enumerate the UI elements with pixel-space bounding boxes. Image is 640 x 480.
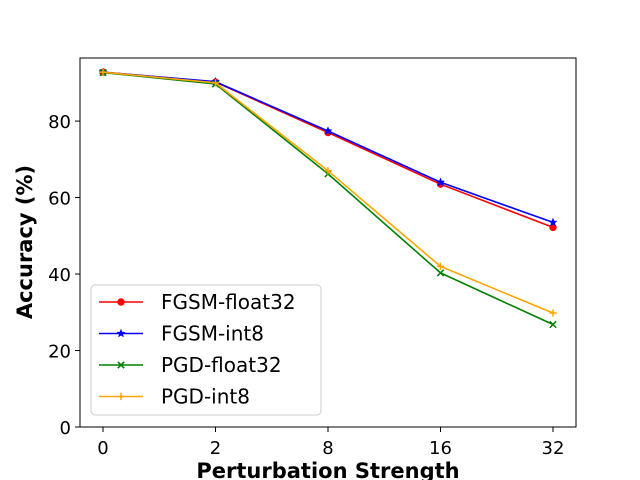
axes-layer: 0 2 8 16 32 0 20 40 60 80 xyxy=(48,112,564,459)
data-point-fgsm-int8 xyxy=(548,217,558,227)
series-pgd-int8 xyxy=(99,68,557,317)
y-tick-label: 40 xyxy=(48,265,71,286)
data-point-pgd-int8 xyxy=(99,68,107,76)
x-tick-label: 32 xyxy=(542,438,565,459)
y-tick-label: 0 xyxy=(60,418,71,439)
legend-marker-fgsm-int8 xyxy=(116,328,126,338)
data-point-pgd-int8 xyxy=(211,79,220,87)
y-tick-label: 20 xyxy=(48,342,71,363)
data-point-pgd-int8 xyxy=(436,262,445,270)
y-tick-label: 80 xyxy=(48,112,71,133)
x-tick-label: 8 xyxy=(322,438,333,459)
legend-marker-pgd-int8 xyxy=(117,392,125,401)
legend-label-pgd-int8: PGD-int8 xyxy=(161,385,250,409)
legend-label-pgd-float32: PGD-float32 xyxy=(161,353,282,377)
legend-marker-fgsm-float32 xyxy=(117,298,125,306)
x-axis-title: Perturbation Strength xyxy=(196,459,459,480)
x-tick-label: 16 xyxy=(429,438,452,459)
data-point-pgd-int8 xyxy=(549,309,557,317)
data-point-pgd-int8 xyxy=(324,167,332,175)
data-point-fgsm-int8 xyxy=(435,177,446,187)
data-point-pgd-float32 xyxy=(436,269,445,277)
legend: FGSM-float32 FGSM-int8 PGD-float32 PGD-int8 xyxy=(90,284,322,416)
legend-label-fgsm-int8: FGSM-int8 xyxy=(161,322,264,346)
legend-marker-pgd-float32 xyxy=(117,361,125,369)
legend-frame xyxy=(90,284,322,416)
y-axis-title: Accuracy (%) xyxy=(13,165,37,319)
data-point-fgsm-int8 xyxy=(323,126,333,135)
data-point-pgd-float32 xyxy=(549,320,557,329)
series-layer xyxy=(98,67,558,329)
y-tick-label: 60 xyxy=(48,189,71,210)
x-tick-label: 2 xyxy=(210,438,221,459)
legend-label-fgsm-float32: FGSM-float32 xyxy=(161,290,296,314)
x-tick-label: 0 xyxy=(97,438,108,459)
